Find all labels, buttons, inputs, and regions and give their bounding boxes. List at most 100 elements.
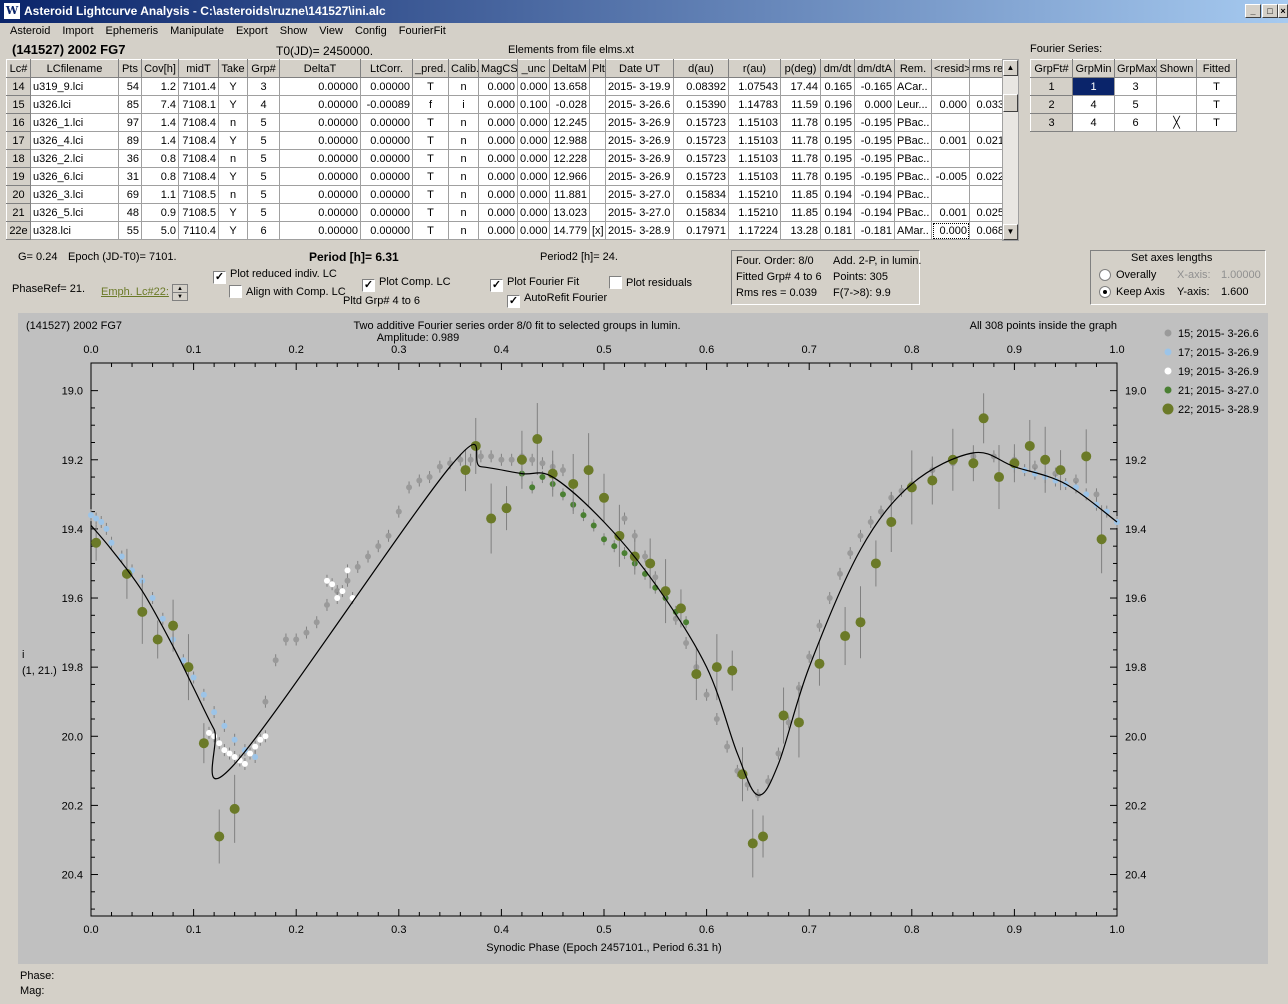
table-cell[interactable]: 3 xyxy=(1114,77,1157,96)
align-comp-checkbox[interactable]: Align with Comp. LC xyxy=(229,285,346,298)
table-cell[interactable]: 0.00000 xyxy=(279,95,361,114)
column-header[interactable]: r(au) xyxy=(728,59,781,78)
table-cell[interactable]: 0.000 xyxy=(478,77,518,96)
table-cell[interactable]: 97 xyxy=(118,113,142,132)
table-cell[interactable]: ACar.. xyxy=(894,77,932,96)
table-cell[interactable]: 0.17971 xyxy=(673,221,729,240)
table-cell[interactable]: n xyxy=(218,113,248,132)
column-header[interactable]: GrpFt# xyxy=(1030,59,1073,78)
table-cell[interactable]: 4 xyxy=(247,95,280,114)
column-header[interactable]: p(deg) xyxy=(780,59,821,78)
table-cell[interactable] xyxy=(589,113,606,132)
table-cell[interactable] xyxy=(969,77,1007,96)
table-cell[interactable] xyxy=(1156,95,1197,114)
table-cell[interactable] xyxy=(931,113,970,132)
fourier-row[interactable]: 3 4 6 ╳ T xyxy=(1030,113,1237,132)
table-cell[interactable]: 7.4 xyxy=(141,95,179,114)
table-cell[interactable]: 0.000 xyxy=(517,203,550,222)
autorefit-checkbox[interactable]: ✓ AutoRefit Fourier xyxy=(507,292,607,308)
table-cell[interactable]: u326_5.lci xyxy=(30,203,119,222)
table-row[interactable]: 14 u319_9.lci 54 1.2 7101.4 Y 3 0.00000 0.00000 T… xyxy=(6,77,1007,96)
table-cell[interactable]: 5 xyxy=(1114,95,1157,114)
menu-export[interactable]: Export xyxy=(235,25,268,37)
menu-manipulate[interactable]: Manipulate xyxy=(170,25,224,37)
column-header[interactable]: _pred. xyxy=(412,59,449,78)
row-header[interactable]: 15 xyxy=(6,95,31,114)
table-cell[interactable]: 17.44 xyxy=(780,77,821,96)
table-cell[interactable]: 5 xyxy=(247,185,280,204)
table-cell[interactable]: u326_2.lci xyxy=(30,149,119,168)
table-cell[interactable]: PBac.. xyxy=(894,185,932,204)
table-cell[interactable]: 0.022 xyxy=(969,167,1007,186)
row-header[interactable]: 17 xyxy=(6,131,31,150)
table-cell[interactable]: 0.000 xyxy=(517,167,550,186)
table-cell[interactable]: 11.78 xyxy=(780,149,821,168)
lightcurve-plot[interactable]: 0.0 0.0 0.1 0.1 0.2 0.2 0.3 0.3 0.4 0.4 0.5 0.5 0.6 0… xyxy=(18,313,1268,964)
table-cell[interactable]: 0.001 xyxy=(931,203,970,222)
table-cell[interactable]: T xyxy=(412,221,449,240)
table-cell[interactable]: 0.00000 xyxy=(360,131,413,150)
table-cell[interactable]: -0.028 xyxy=(549,95,590,114)
table-cell[interactable]: 0.000 xyxy=(517,149,550,168)
row-header[interactable]: 16 xyxy=(6,113,31,132)
menu-view[interactable]: View xyxy=(319,25,343,37)
table-cell[interactable] xyxy=(589,203,606,222)
table-cell[interactable]: 0.033 xyxy=(969,95,1007,114)
table-cell[interactable]: 0.000 xyxy=(478,221,518,240)
table-cell[interactable]: 11.881 xyxy=(549,185,590,204)
row-header[interactable]: 14 xyxy=(6,77,31,96)
table-cell[interactable]: 7108.4 xyxy=(178,113,219,132)
table-cell[interactable]: 0.100 xyxy=(517,95,550,114)
table-cell[interactable]: 0.00000 xyxy=(360,113,413,132)
table-cell[interactable]: 0.194 xyxy=(820,185,855,204)
table-cell[interactable]: 0.001 xyxy=(931,131,970,150)
table-cell[interactable]: 11.78 xyxy=(780,131,821,150)
table-cell[interactable]: 7108.4 xyxy=(178,149,219,168)
minimize-button[interactable]: _ xyxy=(1245,4,1261,18)
table-cell[interactable]: 36 xyxy=(118,149,142,168)
plot-residuals-checkbox[interactable]: Plot residuals xyxy=(609,276,692,289)
table-cell[interactable]: 0.00000 xyxy=(360,221,413,240)
emph-lc-link[interactable]: Emph. Lc#22: xyxy=(101,286,169,298)
table-cell[interactable]: 1.07543 xyxy=(728,77,781,96)
table-cell[interactable]: 1.17224 xyxy=(728,221,781,240)
table-cell[interactable]: PBac.. xyxy=(894,149,932,168)
table-cell[interactable]: 0.00000 xyxy=(360,167,413,186)
table-row[interactable]: 17 u326_4.lci 89 1.4 7108.4 Y 5 0.00000 0.00000 T… xyxy=(6,131,1007,150)
table-cell[interactable]: 5 xyxy=(247,167,280,186)
table-cell[interactable]: 2015- 3-26.9 xyxy=(605,149,674,168)
table-cell[interactable]: 54 xyxy=(118,77,142,96)
table-cell[interactable]: 0.15834 xyxy=(673,203,729,222)
table-cell[interactable]: T xyxy=(412,113,449,132)
table-cell[interactable]: 0.8 xyxy=(141,149,179,168)
table-cell[interactable]: 4 xyxy=(1072,95,1115,114)
overally-radio[interactable]: Overally xyxy=(1099,269,1156,281)
table-cell[interactable]: 1.1 xyxy=(141,185,179,204)
table-cell[interactable]: Leur... xyxy=(894,95,932,114)
keep-axis-radio[interactable]: Keep Axis xyxy=(1099,286,1165,298)
table-cell[interactable]: 0.194 xyxy=(820,203,855,222)
table-cell[interactable]: 1.15103 xyxy=(728,167,781,186)
column-header[interactable]: Take xyxy=(218,59,248,78)
table-row[interactable]: 20 u326_3.lci 69 1.1 7108.5 n 5 0.00000 0.00000 T… xyxy=(6,185,1007,204)
table-cell[interactable]: 0.165 xyxy=(820,77,855,96)
table-cell[interactable]: u326_1.lci xyxy=(30,113,119,132)
table-cell[interactable]: n xyxy=(448,221,479,240)
table-cell[interactable]: PBac.. xyxy=(894,167,932,186)
column-header[interactable]: GrpMax xyxy=(1114,59,1157,78)
table-cell[interactable]: 0.00000 xyxy=(360,185,413,204)
row-header[interactable]: 19 xyxy=(6,167,31,186)
plot-reduced-checkbox[interactable]: ✓ Plot reduced indiv. LC xyxy=(213,268,337,284)
table-cell[interactable]: 0.021 xyxy=(969,131,1007,150)
table-cell[interactable]: 0.000 xyxy=(517,113,550,132)
menu-show[interactable]: Show xyxy=(279,25,308,37)
column-header[interactable]: Plt xyxy=(589,59,606,78)
table-cell[interactable]: 0.9 xyxy=(141,203,179,222)
table-cell[interactable]: 7108.1 xyxy=(178,95,219,114)
column-header[interactable]: DeltaM xyxy=(549,59,590,78)
table-cell[interactable]: 5 xyxy=(247,149,280,168)
table-cell[interactable]: 0.00000 xyxy=(279,167,361,186)
table-cell[interactable]: u328.lci xyxy=(30,221,119,240)
table-cell[interactable]: 1.4 xyxy=(141,131,179,150)
